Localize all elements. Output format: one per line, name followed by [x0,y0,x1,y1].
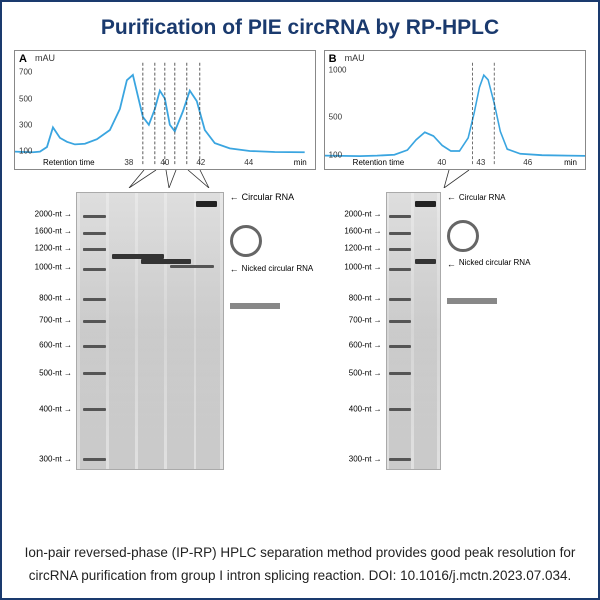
ladder-label: 1000-nt → [344,263,381,272]
ladder-label: 600-nt → [39,340,72,349]
chromatogram-a: A mAU Retention time min 100300500700384… [14,50,316,170]
ladder-label: 1200-nt → [344,243,381,252]
x-unit-b: min [564,158,577,167]
panel-a: A mAU Retention time min 100300500700384… [14,50,316,470]
arrow-icon: ← [230,264,239,274]
panel-b: B mAU Retention time min 100500100040434… [324,50,586,470]
figure-area: A mAU Retention time min 100300500700384… [2,50,598,470]
ladder-label: 300-nt → [39,454,72,463]
ring-icon [447,220,479,252]
nicked-rna-label: Nicked circular RNA [242,265,314,274]
ladder-label: 2000-nt → [344,210,381,219]
ladder-label: 400-nt → [39,404,72,413]
ladder-label: 1600-nt → [35,226,72,235]
y-unit-b: mAU [345,53,365,63]
y-unit-a: mAU [35,53,55,63]
linear-bar-icon [230,303,280,309]
ladder-label: 1200-nt → [35,243,72,252]
chart-svg-a [15,51,315,169]
arrow-icon: ← [447,192,456,202]
panel-a-label: A [19,53,27,65]
x-label-b: Retention time [353,158,405,167]
panel-b-label: B [329,53,337,65]
circular-rna-label: Circular RNA [242,192,295,202]
x-label-a: Retention time [43,158,95,167]
ladder-a: 2000-nt → 1600-nt → 1200-nt → 1000-nt → 800-… [14,192,74,470]
ladder-label: 600-nt → [349,340,382,349]
side-labels-b: ← Circular RNA ← Nicked circular RNA [443,192,533,470]
gel-image-b [386,192,441,470]
ladder-label: 2000-nt → [35,210,72,219]
ring-icon [230,225,262,257]
ladder-label: 800-nt → [39,293,72,302]
page-title: Purification of PIE circRNA by RP-HPLC [2,2,598,50]
arrow-icon: ← [230,192,239,202]
ladder-label: 300-nt → [349,454,382,463]
arrow-icon: ← [447,259,456,269]
figure-caption: Ion-pair reversed-phase (IP-RP) HPLC sep… [22,542,578,588]
linear-bar-icon [447,298,497,304]
ladder-label: 700-nt → [39,315,72,324]
gel-image-a [76,192,224,470]
x-unit-a: min [294,158,307,167]
ladder-b: 2000-nt → 1600-nt → 1200-nt → 1000-nt → 800-… [324,192,384,470]
chromatogram-b: B mAU Retention time min 100500100040434… [324,50,586,170]
gel-area-a: 2000-nt → 1600-nt → 1200-nt → 1000-nt → 800-… [14,192,316,470]
ladder-label: 800-nt → [349,293,382,302]
ladder-label: 1000-nt → [35,263,72,272]
ladder-label: 400-nt → [349,404,382,413]
ladder-label: 500-nt → [39,368,72,377]
chart-svg-b [325,51,585,169]
side-labels-a: ← Circular RNA ← Nicked circular RNA [226,192,316,470]
ladder-label: 1600-nt → [344,226,381,235]
ladder-label: 700-nt → [349,315,382,324]
nicked-rna-label-b: Nicked circular RNA [459,259,531,268]
circular-rna-label-b: Circular RNA [459,193,506,202]
gel-area-b: 2000-nt → 1600-nt → 1200-nt → 1000-nt → 800-… [324,192,586,470]
ladder-label: 500-nt → [349,368,382,377]
